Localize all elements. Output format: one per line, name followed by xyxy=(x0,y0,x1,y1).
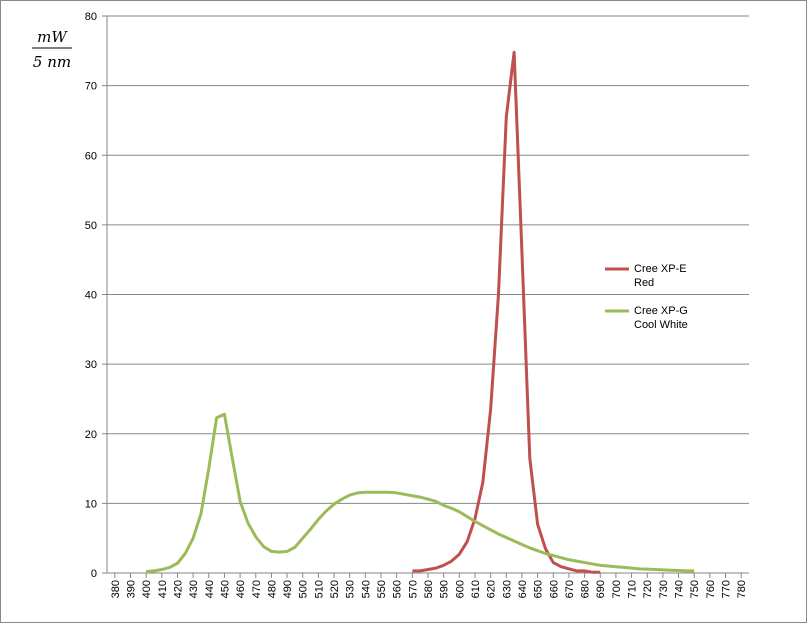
x-tick-label: 560 xyxy=(392,580,404,598)
x-tick-label: 510 xyxy=(313,580,325,598)
x-tick-label: 630 xyxy=(501,580,513,598)
x-tick-label: 410 xyxy=(157,580,169,598)
x-tick-label: 610 xyxy=(470,580,482,598)
x-tick-label: 430 xyxy=(188,580,200,598)
y-label-bottom: 5 nm xyxy=(33,53,71,71)
x-tick-label: 660 xyxy=(548,580,560,598)
x-tick-label: 570 xyxy=(407,580,419,598)
x-tick-label: 420 xyxy=(172,580,184,598)
x-tick-label: 470 xyxy=(251,580,263,598)
x-tick-label: 750 xyxy=(689,580,701,598)
x-tick-label: 500 xyxy=(298,580,310,598)
x-tick-label: 440 xyxy=(204,580,216,598)
x-tick-label: 700 xyxy=(611,580,623,598)
y-tick-label: 60 xyxy=(85,150,97,162)
y-tick-label: 20 xyxy=(85,429,97,441)
x-tick-label: 520 xyxy=(329,580,341,598)
x-tick-label: 550 xyxy=(376,580,388,598)
x-tick-label: 740 xyxy=(674,580,686,598)
x-tick-label: 380 xyxy=(110,580,122,598)
x-tick-label: 710 xyxy=(627,580,639,598)
x-tick-label: 720 xyxy=(642,580,654,598)
x-tick-label: 730 xyxy=(658,580,670,598)
x-tick-label: 580 xyxy=(423,580,435,598)
x-tick-label: 640 xyxy=(517,580,529,598)
x-tick-label: 600 xyxy=(454,580,466,598)
x-tick-label: 490 xyxy=(282,580,294,598)
x-tick-label: 590 xyxy=(439,580,451,598)
series-line xyxy=(146,412,695,574)
x-tick-label: 770 xyxy=(721,580,733,598)
series-line xyxy=(412,50,601,574)
y-tick-label: 70 xyxy=(85,81,97,93)
x-tick-label: 670 xyxy=(564,580,576,598)
x-tick-label: 450 xyxy=(219,580,231,598)
y-tick-label: 10 xyxy=(85,498,97,510)
y-tick-label: 50 xyxy=(85,220,97,232)
y-tick-label: 80 xyxy=(85,11,97,23)
x-tick-label: 680 xyxy=(580,580,592,598)
x-tick-label: 460 xyxy=(235,580,247,598)
x-tick-label: 620 xyxy=(486,580,498,598)
legend-label: Cree XP-E Red xyxy=(634,263,687,289)
y-tick-label: 0 xyxy=(91,568,97,580)
x-tick-label: 530 xyxy=(345,580,357,598)
x-tick-label: 480 xyxy=(266,580,278,598)
y-tick-label: 30 xyxy=(85,359,97,371)
y-label-top: mW xyxy=(37,28,68,46)
y-tick-label: 40 xyxy=(85,290,97,302)
x-tick-label: 780 xyxy=(736,580,748,598)
x-tick-label: 540 xyxy=(360,580,372,598)
x-tick-label: 390 xyxy=(125,580,137,598)
x-tick-label: 690 xyxy=(595,580,607,598)
x-tick-label: 400 xyxy=(141,580,153,598)
x-tick-label: 760 xyxy=(705,580,717,598)
legend-label: Cree XP-G Cool White xyxy=(634,305,688,331)
x-tick-label: 650 xyxy=(533,580,545,598)
